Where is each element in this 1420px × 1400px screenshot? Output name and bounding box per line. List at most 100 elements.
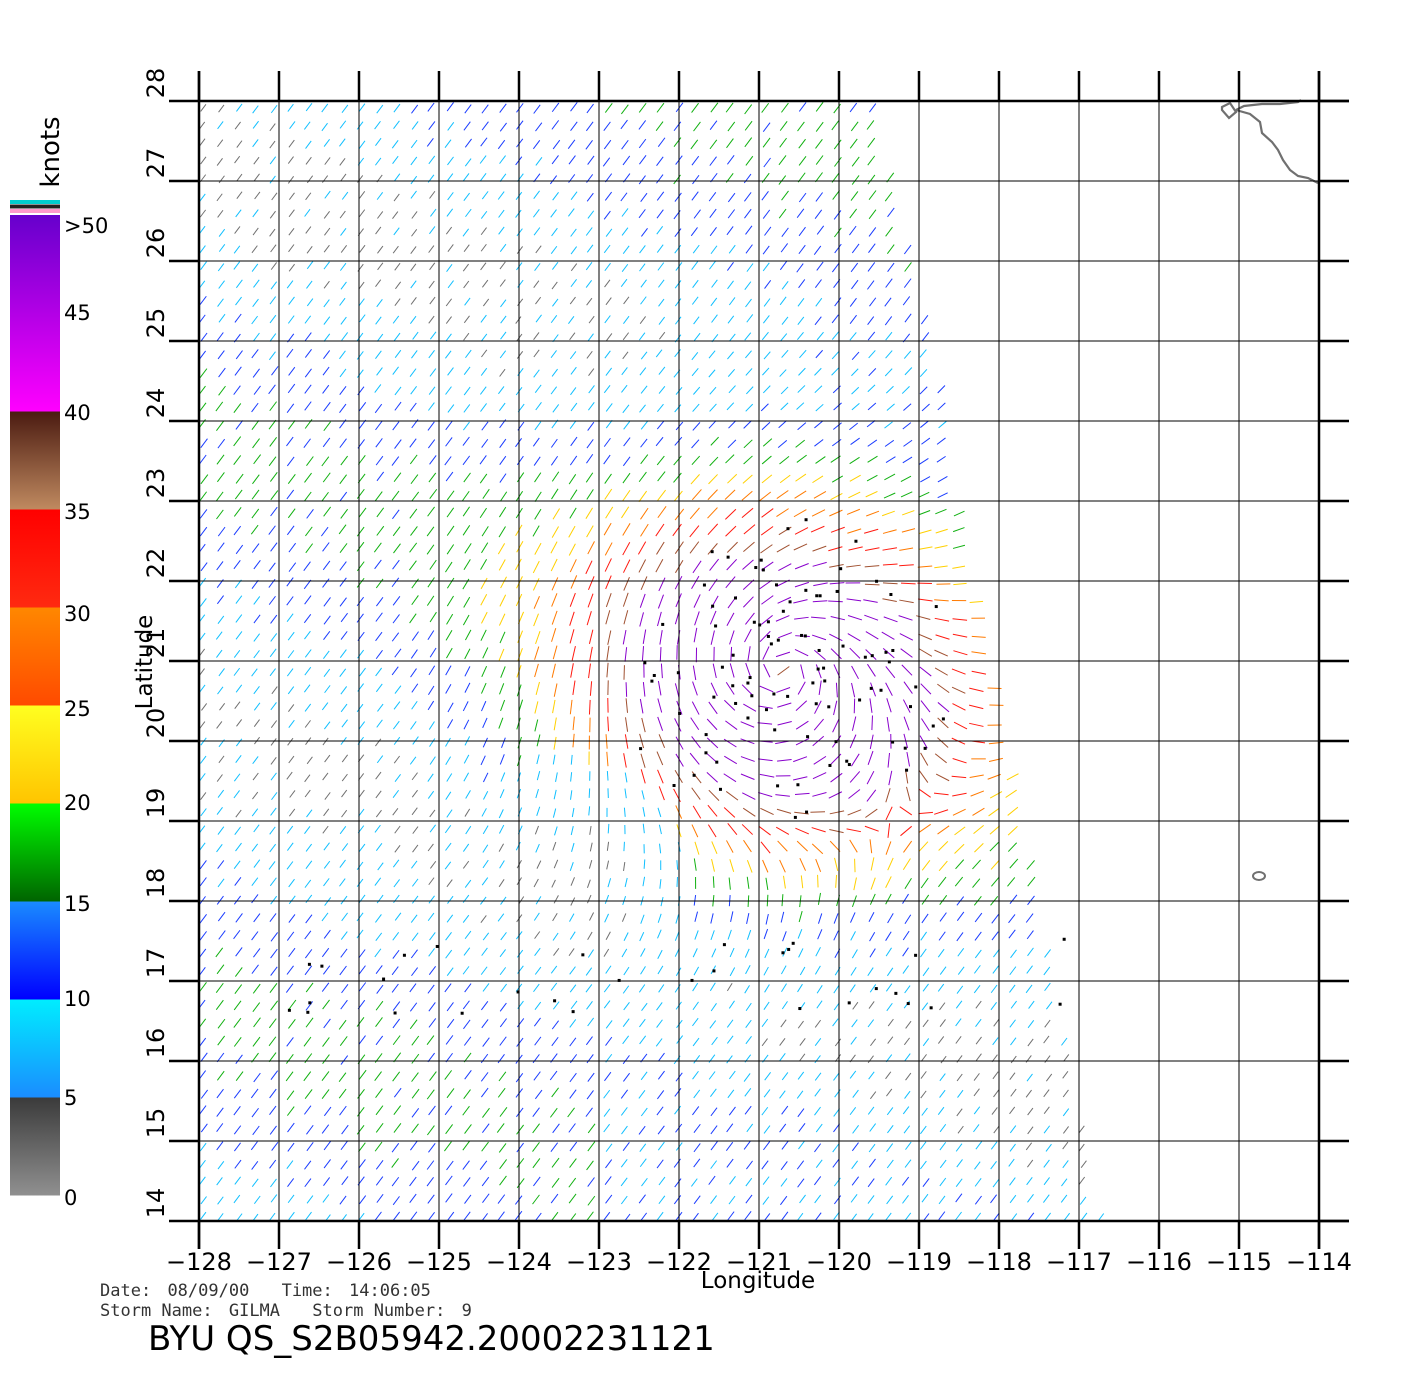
wind-vector [427,700,435,711]
wind-vector [622,472,631,484]
wind-vector [532,209,540,218]
wind-vector [869,734,874,750]
wind-vector [798,1123,806,1133]
wind-vector [882,647,895,659]
wind-vector [482,1037,490,1047]
wind-vector [304,789,311,798]
wind-vector [235,947,243,957]
wind-vector [777,759,792,762]
wind-vector [833,139,842,150]
wind-vector [1043,1089,1050,1098]
lat-tick-label: 18 [142,868,170,899]
wind-vector [270,807,277,816]
wind-vector [233,559,241,570]
wind-vector [657,137,666,147]
wind-vector [920,315,929,325]
wind-vector [322,650,330,660]
wind-vector [286,861,294,870]
wind-vector [429,824,437,833]
wind-vector [813,491,827,499]
wind-vector [340,455,349,466]
wind-vector [813,755,827,765]
wind-vector [988,741,1004,745]
rain-flag [731,653,735,657]
wind-vector [323,421,331,432]
rain-flag [908,705,912,709]
wind-vector [846,508,861,515]
wind-vector [306,1124,314,1135]
wind-vector [988,807,1000,817]
wind-vector [832,438,842,447]
wind-vector [693,332,701,341]
wind-vector [358,507,367,518]
wind-vector [250,524,259,535]
wind-vector [951,668,966,675]
wind-vector [937,385,946,394]
wind-vector [794,490,807,499]
wind-vector [233,507,242,517]
wind-vector [604,350,611,359]
wind-vector [426,526,435,537]
wind-vector [585,967,593,976]
wind-vector [921,403,930,412]
wind-vector [621,913,627,922]
wind-vector [339,878,346,887]
wind-vector [446,173,454,182]
wind-vector [642,823,645,834]
wind-vector [707,507,718,519]
wind-vector [657,949,663,959]
wind-vector [499,631,506,644]
wind-vector [707,804,718,817]
wind-vector [672,523,682,537]
wind-vector [304,401,312,411]
wind-vector [463,332,470,341]
wind-vector [955,1178,963,1188]
wind-vector [989,791,1003,799]
wind-vector [726,558,738,571]
wind-vector [567,139,576,149]
wind-vector [693,858,697,871]
wind-vector [641,717,646,733]
wind-vector [727,1211,735,1221]
wind-vector [833,422,842,430]
wind-vector [587,421,595,431]
wind-vector [812,475,824,484]
wind-vector [887,207,895,218]
wind-vector [463,244,470,252]
wind-vector [693,1195,701,1205]
wind-vector [885,385,894,394]
wind-vector [499,1107,508,1117]
wind-vector [973,825,984,834]
wind-vector [939,912,947,922]
wind-vector [659,843,662,854]
wind-vector [569,913,575,922]
wind-vector [781,227,789,237]
wind-vector [746,876,750,889]
wind-vector [764,984,770,993]
wind-vector [288,1211,295,1221]
wind-vector [1007,877,1016,887]
wind-vector [745,1177,753,1187]
wind-vector [446,914,454,923]
wind-vector [971,670,987,675]
wind-vector [904,313,912,323]
wind-vector [534,966,542,975]
wind-vector [623,437,631,447]
wind-vector [411,789,418,798]
wind-vector [1027,1020,1035,1029]
wind-vector [464,666,471,677]
wind-vector [570,897,576,906]
wind-vector [745,1035,752,1045]
wind-vector [252,368,260,378]
wind-vector [623,315,630,324]
wind-vector [693,1055,701,1064]
wind-vector [887,1125,894,1134]
wind-vector [623,610,629,625]
wind-vector [304,368,312,378]
wind-vector [1078,1143,1085,1152]
wind-vector [656,209,664,219]
wind-vector [464,297,471,306]
wind-vector [673,472,682,483]
wind-vector [356,526,365,537]
wind-vector [775,615,790,622]
